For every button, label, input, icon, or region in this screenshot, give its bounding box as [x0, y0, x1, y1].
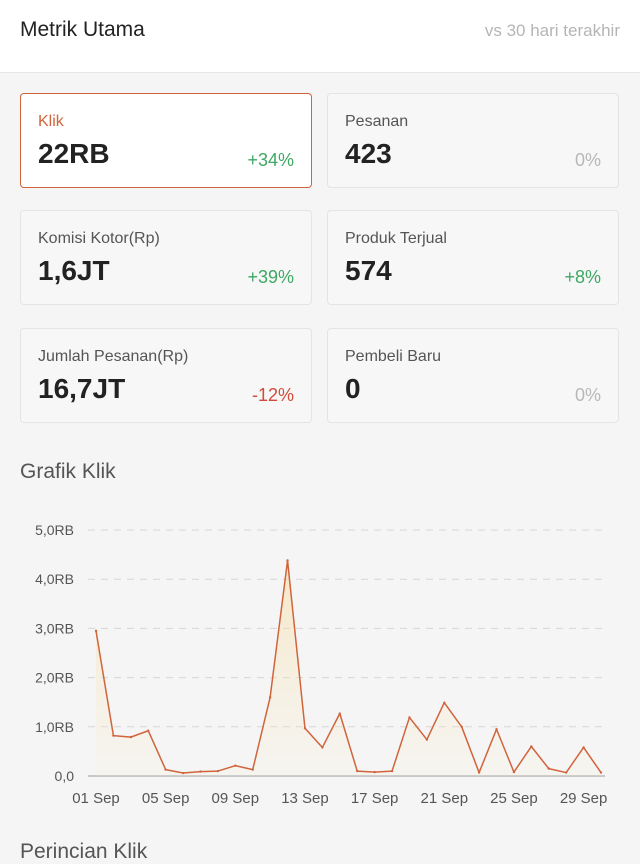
data-point [112, 734, 115, 737]
x-tick-label: 09 Sep [212, 790, 260, 807]
x-tick-label: 17 Sep [351, 790, 399, 807]
metric-change: +8% [564, 267, 601, 287]
metric-value: 0 [345, 373, 361, 404]
metric-value: 16,7JT [38, 373, 126, 404]
data-point [181, 771, 185, 775]
y-tick-label: 3,0RB [35, 620, 74, 636]
data-point [234, 764, 237, 767]
y-tick-label: 1,0RB [35, 719, 74, 735]
x-tick-label: 29 Sep [560, 790, 608, 807]
data-point [268, 696, 272, 699]
metric-card-new-buyers[interactable]: Pembeli Baru 0 0% [327, 328, 619, 423]
metric-change: 0% [574, 385, 601, 405]
data-point [530, 745, 533, 748]
data-point [199, 770, 202, 773]
data-point [390, 769, 394, 773]
data-point [286, 559, 289, 562]
metric-card-gross-commission[interactable]: Komisi Kotor(Rp) 1,6JT +39% [20, 210, 312, 305]
y-tick-label: 5,0RB [35, 522, 74, 538]
data-point [251, 768, 254, 771]
metric-label: Pesanan [345, 113, 409, 130]
x-tick-label: 13 Sep [281, 790, 329, 807]
data-point [321, 746, 324, 749]
metric-label: Klik [38, 113, 64, 130]
metric-change: +34% [247, 150, 294, 170]
metric-value: 1,6JT [38, 255, 110, 286]
data-point [460, 725, 463, 728]
metric-change: 0% [574, 150, 601, 170]
clicks-line-chart: 0,0 1,0RB 2,0RB 3,0RB 4,0RB 5,0RB 01 Sep 05 Sep… [35, 522, 608, 807]
data-point [582, 746, 585, 749]
data-point [599, 771, 603, 774]
chart-section-title: Grafik Klik [20, 460, 116, 483]
metric-label: Pembeli Baru [345, 348, 442, 365]
page-title: Metrik Utama [20, 18, 145, 41]
y-tick-label: 4,0RB [35, 571, 74, 587]
clicks-series-line [95, 559, 602, 774]
period-selector[interactable]: vs 30 hari terakhir [484, 21, 620, 40]
data-point [303, 727, 307, 730]
metric-label: Jumlah Pesanan(Rp) [38, 348, 189, 365]
data-point [373, 770, 376, 774]
header-bar: Metrik Utama vs 30 hari terakhir [0, 0, 640, 73]
data-point [425, 738, 429, 741]
x-tick-label: 21 Sep [421, 790, 469, 807]
metric-change: +39% [247, 267, 294, 287]
x-tick-label: 01 Sep [72, 790, 120, 807]
y-tick-label: 2,0RB [35, 670, 74, 686]
metric-value: 574 [345, 255, 392, 286]
area-fill [96, 560, 601, 776]
data-point [443, 701, 446, 704]
data-point [512, 770, 516, 774]
metric-value: 22RB [38, 138, 110, 169]
data-point [477, 771, 481, 774]
metric-card-orders[interactable]: Pesanan 423 0% [327, 93, 619, 188]
x-tick-label: 25 Sep [490, 790, 538, 807]
y-tick-label: 0,0 [55, 768, 75, 784]
x-tick-label: 05 Sep [142, 790, 190, 807]
metric-label: Komisi Kotor(Rp) [38, 230, 160, 247]
data-point [216, 769, 220, 773]
metric-label: Produk Terjual [345, 230, 447, 247]
next-section-title: Perincian Klik [20, 840, 148, 863]
metric-card-clicks[interactable]: Klik 22RB +34% [20, 93, 312, 188]
data-point [547, 767, 550, 770]
data-point [356, 769, 359, 773]
metric-card-order-amount[interactable]: Jumlah Pesanan(Rp) 16,7JT -12% [20, 328, 312, 423]
data-point [164, 768, 167, 771]
data-point [129, 735, 133, 739]
data-point [495, 728, 498, 731]
metric-change: -12% [251, 385, 294, 405]
data-point [147, 729, 150, 732]
data-point [408, 716, 411, 719]
data-point [338, 712, 341, 715]
metric-card-products-sold[interactable]: Produk Terjual 574 +8% [327, 210, 619, 305]
data-point [94, 629, 98, 633]
data-point [564, 771, 568, 774]
metric-value: 423 [345, 138, 392, 169]
